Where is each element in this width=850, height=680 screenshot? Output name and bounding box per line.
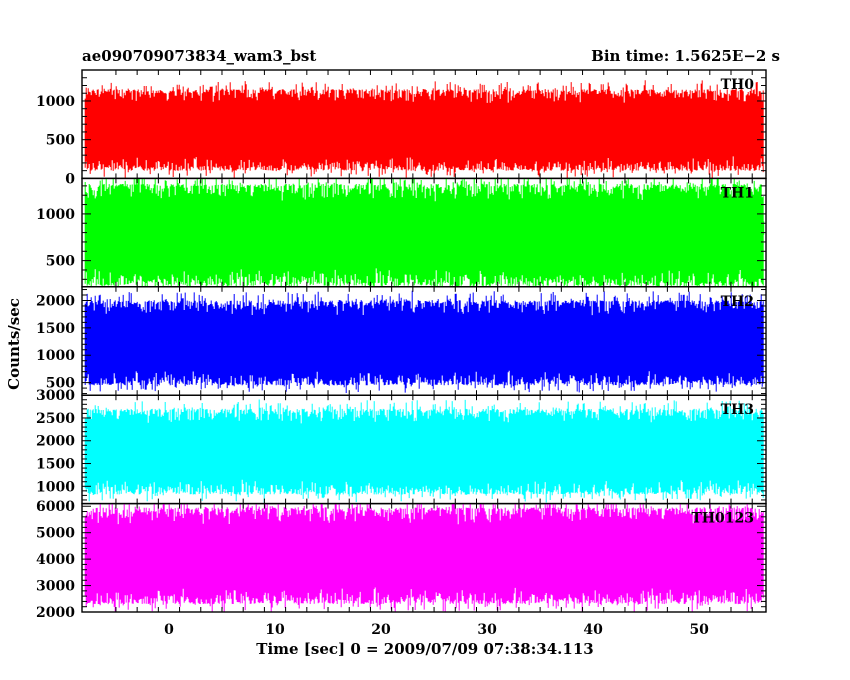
- series-th0123-trace: [84, 503, 764, 613]
- y-tick-label-th0123: 5000: [36, 526, 75, 542]
- y-tick-label-th2: 1000: [36, 348, 75, 364]
- y-tick-label-th0123: 6000: [36, 499, 75, 515]
- y-tick-label-th1: 1000: [36, 207, 75, 223]
- x-tick-label: 0: [164, 622, 174, 638]
- chart-title-left: ae090709073834_wam3_bst: [82, 47, 316, 65]
- y-tick-label-th1: 500: [46, 254, 75, 270]
- panel-th0123: 2000 3000 4000 5000 6000 TH0123: [36, 499, 767, 621]
- x-tick-label: 20: [371, 622, 391, 638]
- series-th3-trace: [84, 399, 764, 503]
- x-axis-label: Time [sec] 0 = 2009/07/09 07:38:34.113: [256, 640, 593, 658]
- series-th2-trace: [84, 290, 764, 393]
- chart-title-right: Bin time: 1.5625E−2 s: [591, 47, 780, 65]
- y-tick-label-th2: 1500: [36, 321, 75, 337]
- x-tick-label: 30: [477, 622, 497, 638]
- y-tick-label-th0: 500: [46, 133, 75, 149]
- y-tick-label-th3: 1000: [36, 479, 75, 495]
- y-tick-label-th2: 2000: [36, 293, 75, 309]
- panel-th3: 1000 1500 2000 2500 3000 TH3: [36, 388, 767, 505]
- y-tick-label-th3: 3000: [36, 388, 75, 404]
- x-tick-label: 10: [265, 622, 285, 638]
- y-tick-label-th3: 2000: [36, 434, 75, 450]
- y-tick-label-th0123: 4000: [36, 552, 75, 568]
- series-th1-trace: [84, 178, 765, 287]
- x-tick-label: 40: [583, 622, 603, 638]
- panel-th2: 500 1000 1500 2000 TH2: [36, 286, 767, 396]
- panel-th0123-frame: [81, 502, 767, 613]
- y-tick-label-th3: 1500: [36, 457, 75, 473]
- x-tick-label: 50: [689, 622, 709, 638]
- panel-label-th1: TH1: [721, 185, 754, 201]
- panel-label-th0: TH0: [721, 77, 755, 93]
- panel-th1: 500 1000 TH1: [36, 177, 767, 288]
- y-tick-label-th3: 2500: [36, 411, 75, 427]
- y-tick-label-th0: 1000: [36, 94, 75, 110]
- y-tick-label-th0123: 3000: [36, 579, 75, 595]
- y-tick-label-th0: 0: [65, 171, 75, 187]
- panel-th0: 0 500 1000 TH0: [36, 69, 767, 187]
- series-th0-trace: [84, 80, 764, 179]
- y-axis-label: Counts/sec: [5, 298, 23, 390]
- panel-label-th3: TH3: [721, 402, 754, 418]
- y-tick-label-th0123: 2000: [36, 605, 75, 621]
- panel-label-th2: TH2: [721, 294, 754, 310]
- panel-label-th0123: TH0123: [691, 511, 754, 527]
- y-tick-label-th2: 500: [46, 376, 75, 392]
